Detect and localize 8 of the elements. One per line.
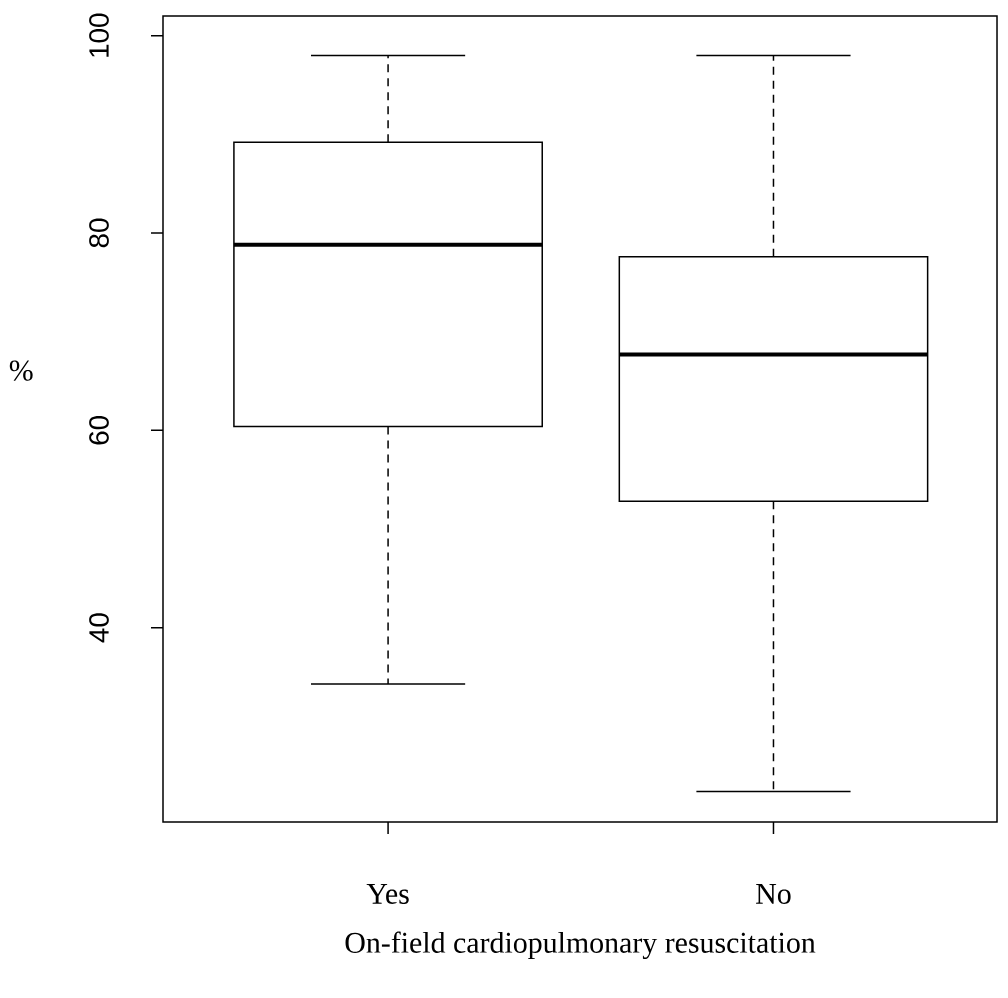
y-tick-label: 40 <box>89 613 109 643</box>
y-tick-label: 60 <box>89 415 109 445</box>
x-axis-title: On-field cardiopulmonary resuscitation <box>345 931 816 960</box>
x-tick-label: No <box>756 884 791 904</box>
x-tick-label: Yes <box>366 884 409 904</box>
y-axis-title: % <box>9 360 33 381</box>
y-tick-label: 80 <box>89 218 109 248</box>
y-tick-label: 100 <box>89 13 109 57</box>
